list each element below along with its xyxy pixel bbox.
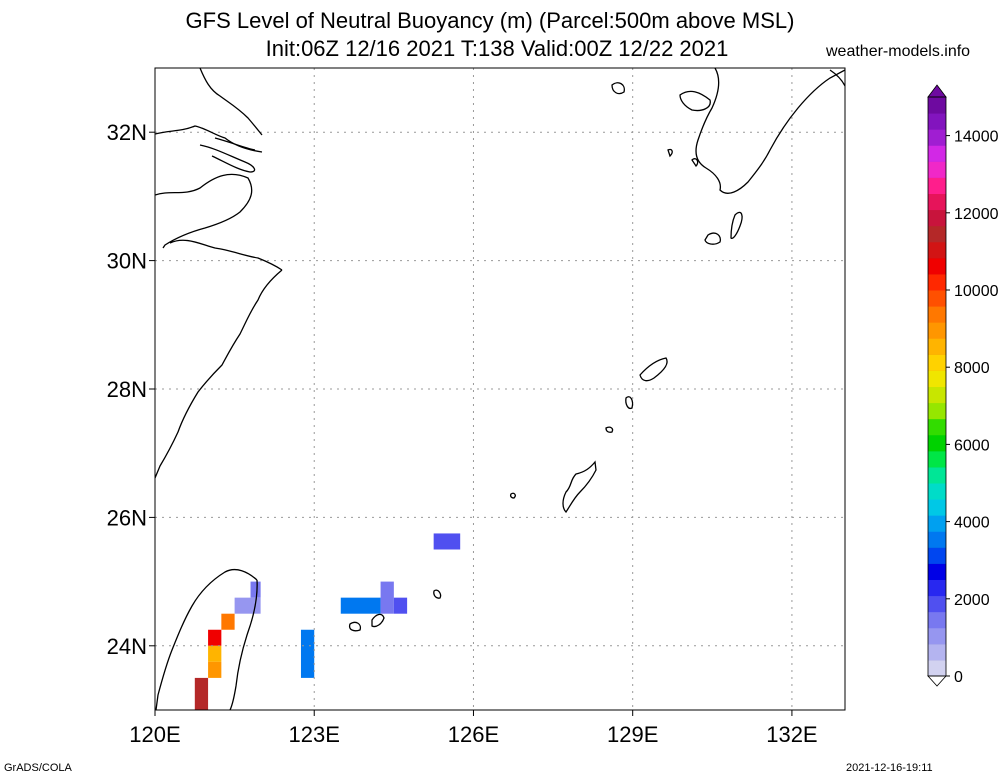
footer-credit: GrADS/COLA <box>4 762 72 774</box>
lnb-cell <box>250 581 261 598</box>
colorbar-swatch <box>928 241 946 259</box>
lon-label: 120E <box>129 722 180 747</box>
lat-label: 28N <box>107 377 147 402</box>
lnb-cell <box>300 629 315 678</box>
korea-tip <box>611 69 845 95</box>
coastlines <box>155 68 845 710</box>
lnb-cell <box>393 597 408 614</box>
lon-label: 129E <box>607 722 658 747</box>
yangtze-estuary <box>199 137 256 173</box>
colorbar-swatch <box>928 290 946 307</box>
axis-ticks: 120E 123E 126E 129E 132E 32N 30N 28N 26N 24N <box>107 120 818 747</box>
colorbar-swatch <box>928 273 946 291</box>
colorbar-swatch <box>928 659 946 677</box>
tokunoshima <box>625 396 634 410</box>
colorbar-swatch <box>928 547 946 564</box>
colorbar-swatch <box>928 370 946 387</box>
tanegashima <box>730 211 743 240</box>
okinawa-island <box>562 460 597 514</box>
colorbar-swatch <box>928 579 946 597</box>
footer-timestamp: 2021-12-16-19:11 <box>846 762 933 774</box>
colorbar-swatch <box>928 386 946 404</box>
colorbar-swatch <box>928 483 946 500</box>
colorbar-swatch <box>928 322 946 339</box>
china-coastline <box>155 125 283 479</box>
colorbar-swatch <box>928 161 946 178</box>
taiwan-coastline <box>155 568 258 710</box>
colorbar-frame <box>927 96 947 677</box>
colorbar-swatch <box>928 209 946 227</box>
yakushima <box>704 232 722 245</box>
lon-label: 123E <box>289 722 340 747</box>
colorbar-swatch <box>928 531 946 548</box>
lnb-cell <box>221 613 235 630</box>
lnb-cell <box>208 661 222 678</box>
kume-island <box>509 492 516 499</box>
lnb-cell <box>380 581 394 614</box>
colorbar-swatch <box>928 113 946 130</box>
colorbar-swatch <box>928 257 946 275</box>
colorbar-label: 12000 <box>954 206 999 223</box>
colorbar-swatch <box>928 145 946 162</box>
amami-oshima <box>639 357 668 382</box>
colorbar-swatch <box>928 595 946 613</box>
miyako-island <box>433 589 442 599</box>
colorbar-swatch <box>928 97 946 114</box>
lnb-shaded-cells <box>194 533 461 710</box>
colorbar-label: 8000 <box>954 360 990 377</box>
colorbar-label: 0 <box>954 669 963 686</box>
lnb-cell <box>208 645 222 662</box>
ishigaki-island <box>348 613 385 632</box>
colorbar-swatch <box>928 611 946 629</box>
colorbar-swatch <box>928 418 946 436</box>
lat-label: 30N <box>107 249 147 274</box>
colorbar-swatch <box>928 627 946 645</box>
colorbar-swatch <box>928 643 946 661</box>
north-coast <box>199 68 263 136</box>
colorbar-swatch <box>928 225 946 243</box>
lat-label: 24N <box>107 634 147 659</box>
colorbar-max-arrow <box>927 84 947 98</box>
lat-label: 32N <box>107 120 147 145</box>
kyushu-coastline <box>695 68 845 194</box>
colorbar-swatch <box>928 193 946 211</box>
colorbar-label: 4000 <box>954 515 990 532</box>
colorbar: 14000 12000 10000 8000 6000 4000 2000 0 <box>927 84 999 687</box>
colorbar-swatch <box>928 450 946 468</box>
colorbar-swatch <box>928 515 946 532</box>
lnb-cell <box>194 677 209 710</box>
lat-label: 26N <box>107 505 147 530</box>
colorbar-swatch <box>928 306 946 323</box>
colorbar-swatch <box>928 434 946 452</box>
lon-label: 126E <box>448 722 499 747</box>
colorbar-swatch <box>928 338 946 355</box>
colorbar-swatch <box>928 177 946 194</box>
chart-title-line2: Init:06Z 12/16 2021 T:138 Valid:00Z 12/2… <box>265 36 729 61</box>
colorbar-label: 6000 <box>954 437 990 454</box>
colorbar-swatch <box>928 499 946 516</box>
okinoerabu <box>605 426 614 433</box>
lnb-cell <box>433 533 461 550</box>
colorbar-min-arrow <box>927 675 947 687</box>
amakusa-islands <box>667 90 711 168</box>
lnb-cell <box>340 597 381 614</box>
chart-title-line1: GFS Level of Neutral Buoyancy (m) (Parce… <box>185 8 795 33</box>
colorbar-swatch <box>928 563 946 580</box>
graticule <box>155 68 845 710</box>
colorbar-swatch <box>928 354 946 371</box>
lon-label: 132E <box>766 722 817 747</box>
colorbar-label: 10000 <box>954 283 999 300</box>
lnb-cell <box>208 629 222 646</box>
colorbar-swatch <box>928 466 946 484</box>
colorbar-label: 14000 <box>954 129 999 146</box>
site-credit: weather-models.info <box>826 43 971 60</box>
colorbar-label: 2000 <box>954 592 990 609</box>
colorbar-swatch <box>928 402 946 420</box>
colorbar-swatch <box>928 129 946 146</box>
